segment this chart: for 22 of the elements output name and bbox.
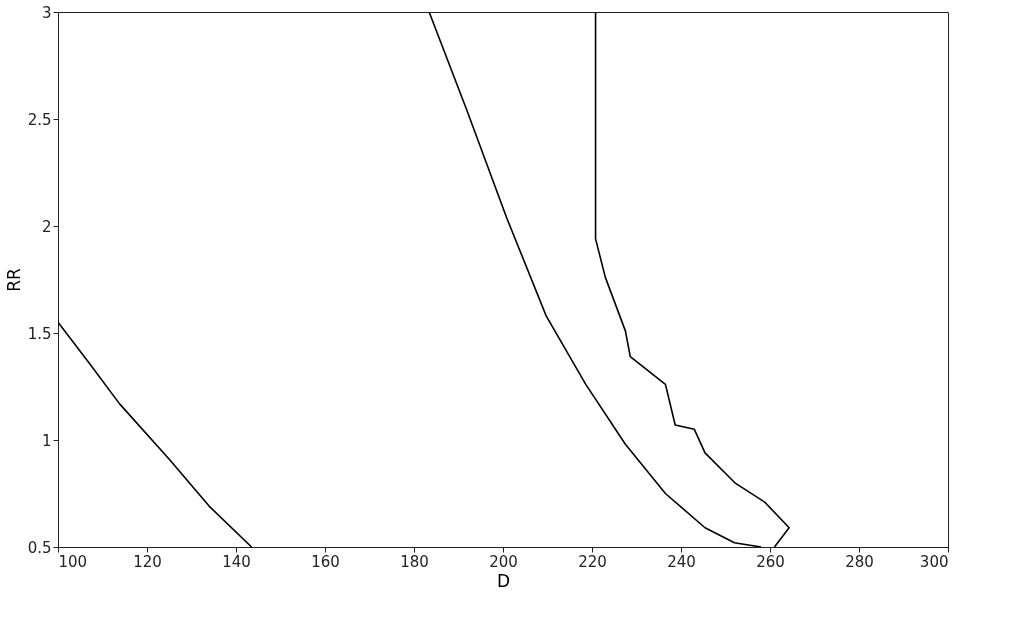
y-tick-label: 0.5 <box>27 538 52 557</box>
y-tick-label: 2.5 <box>27 110 52 129</box>
y-tick-label: 2 <box>41 217 52 236</box>
x-tick-label: 240 <box>667 552 696 571</box>
y-tick-label: 3 <box>41 3 52 22</box>
x-tick-label: 300 <box>919 552 949 571</box>
x-tick-label: 100 <box>58 552 88 571</box>
x-tick-label: 160 <box>311 552 340 571</box>
x-tick-label: 140 <box>222 552 251 571</box>
x-tick-label: 220 <box>578 552 607 571</box>
y-tick-label: 1 <box>41 431 52 450</box>
x-tick-label: 280 <box>845 552 874 571</box>
line-series <box>594 12 790 547</box>
line-series <box>428 12 762 547</box>
y-axis-title: RR <box>3 268 24 292</box>
x-tick-label: 200 <box>489 552 518 571</box>
line-series <box>58 321 253 547</box>
x-tick-label: 180 <box>400 552 429 571</box>
y-tick-label: 1.5 <box>27 324 52 343</box>
x-axis-title: D <box>496 570 511 591</box>
x-tick-label: 260 <box>756 552 785 571</box>
x-tick-label: 120 <box>133 552 162 571</box>
